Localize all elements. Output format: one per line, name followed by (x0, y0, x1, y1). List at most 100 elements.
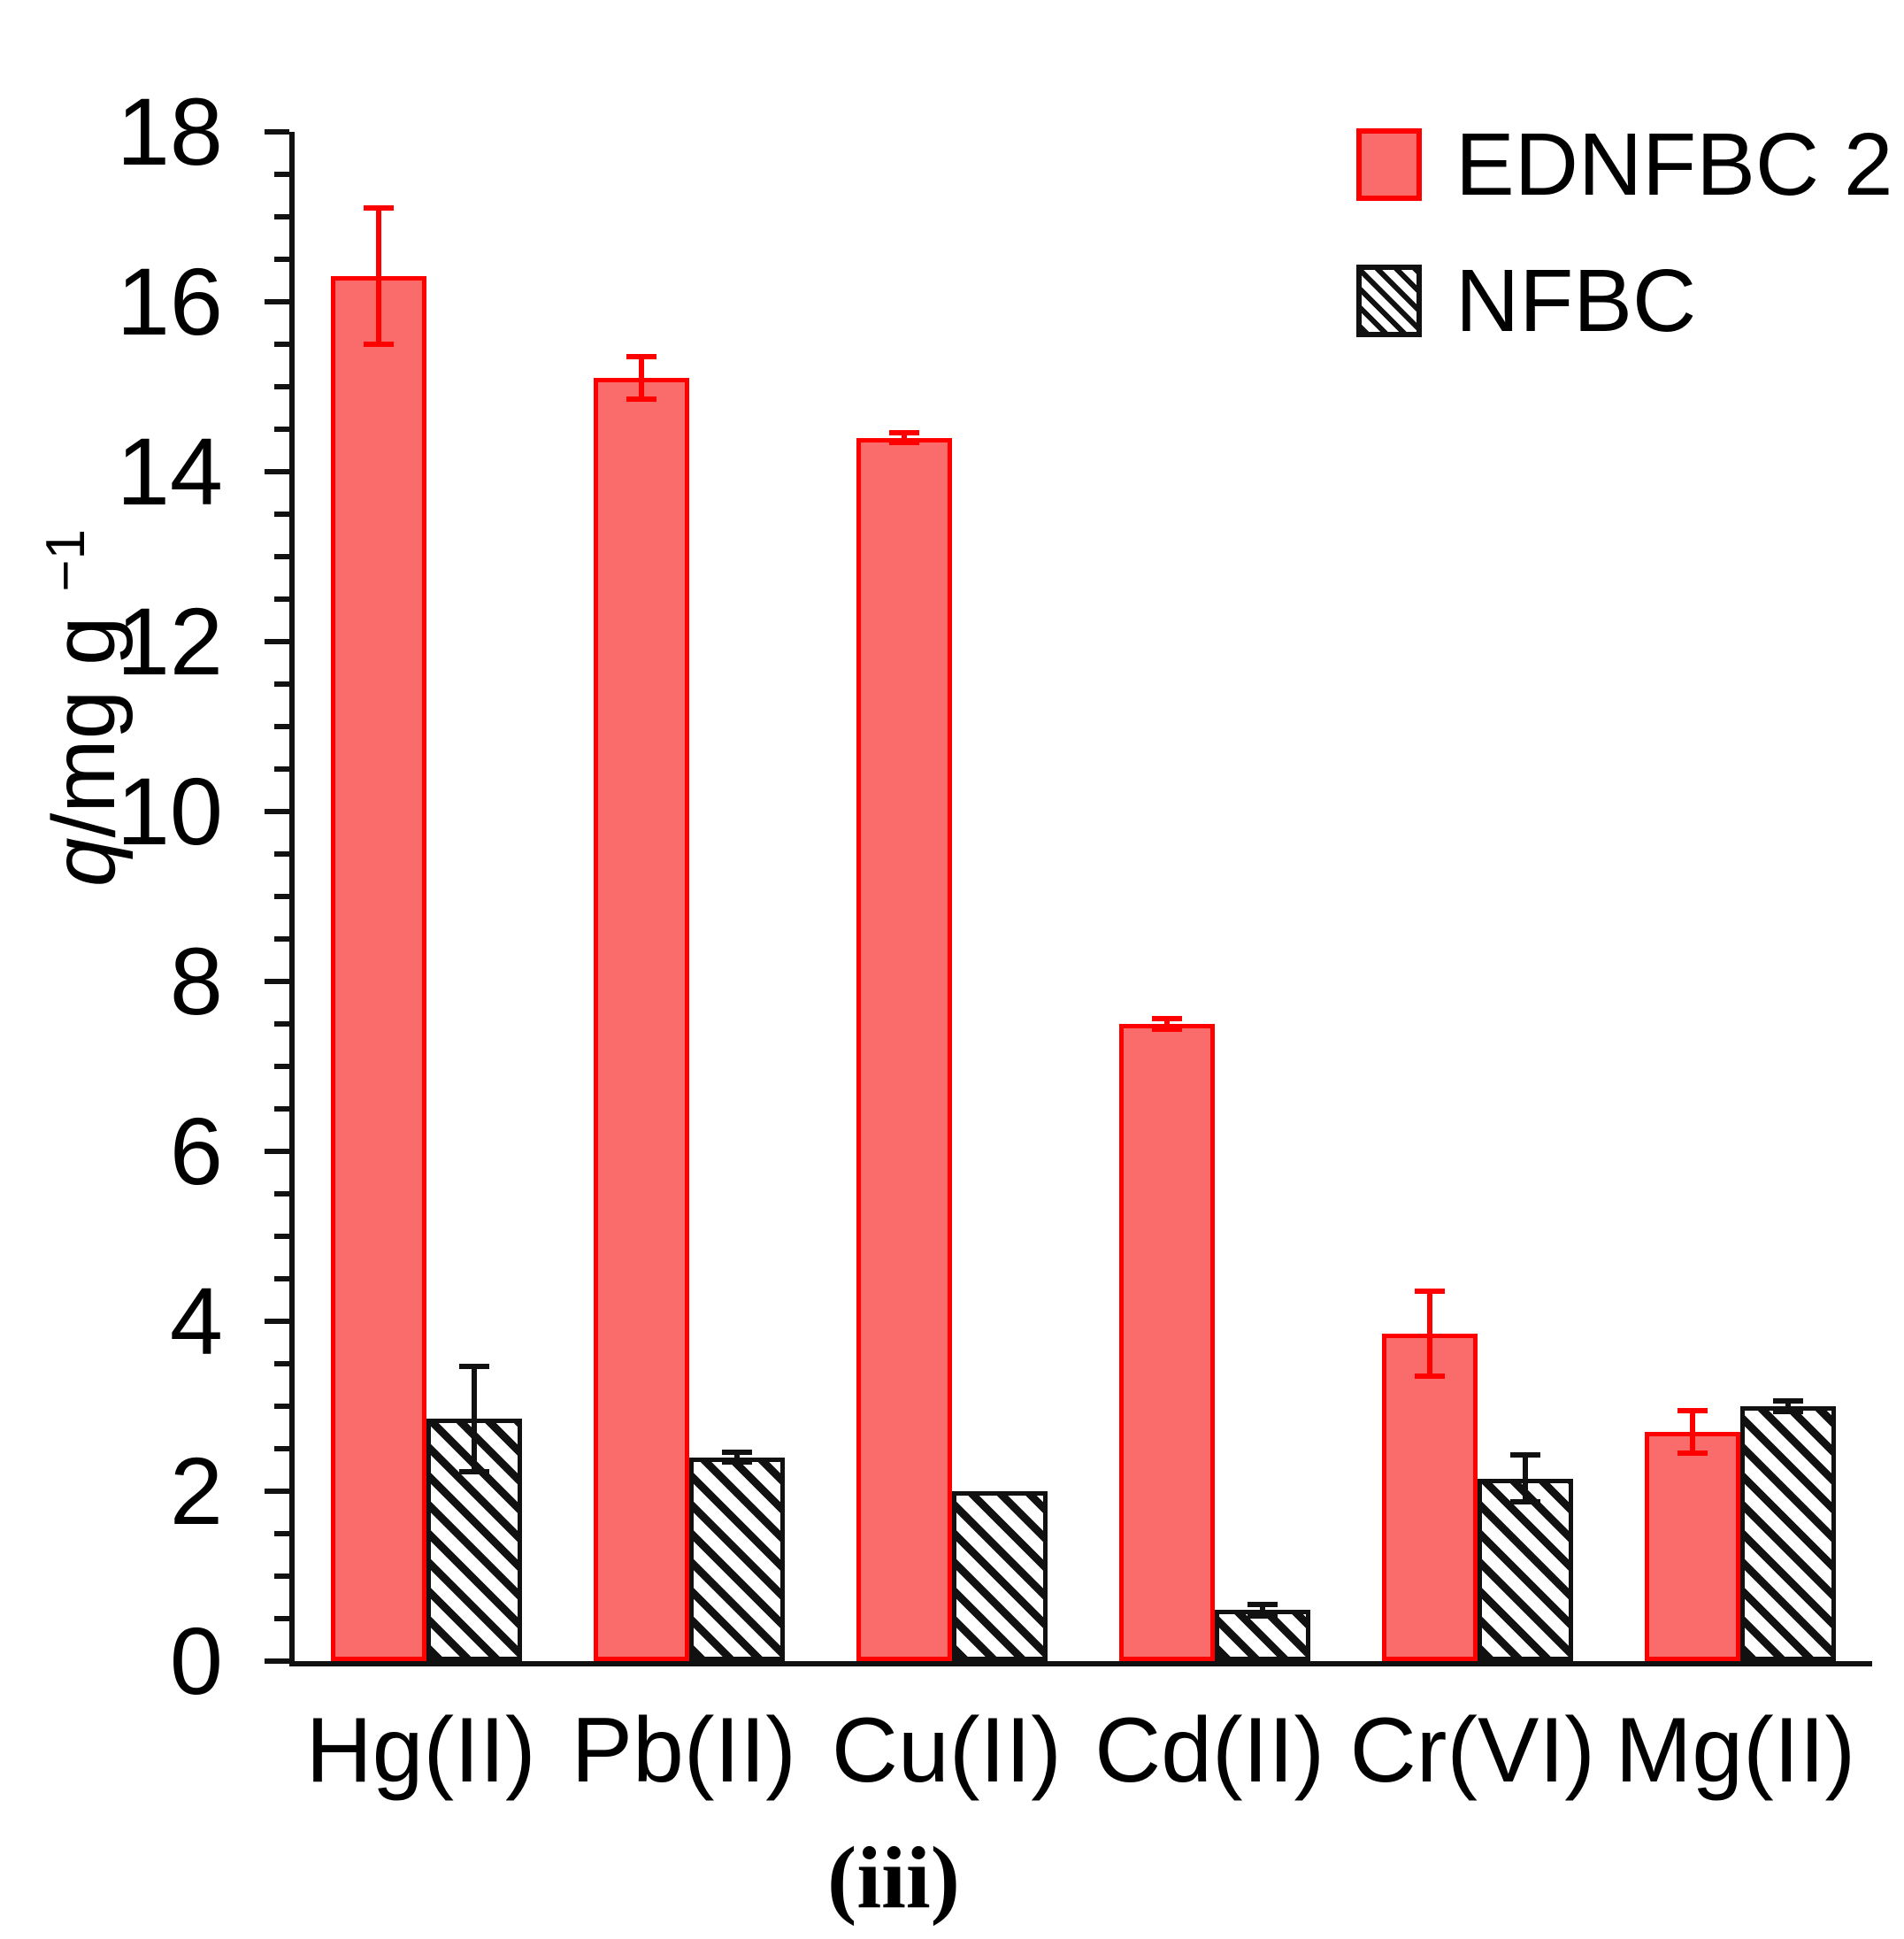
y-axis-major-tick (265, 1149, 289, 1154)
y-axis-major-tick (265, 129, 289, 135)
error-bar (721, 1449, 752, 1466)
error-bar (1678, 1407, 1708, 1456)
error-bar-line (1164, 1016, 1171, 1032)
error-bar-cap (1678, 1450, 1708, 1456)
y-axis-minor-tick (274, 596, 289, 602)
error-bar-line (1427, 1289, 1433, 1380)
error-bar-cap (363, 205, 394, 212)
y-axis-title-exponent: −1 (35, 528, 96, 592)
y-axis-minor-tick (274, 1574, 289, 1579)
y-axis-major-tick (265, 1319, 289, 1324)
y-axis-minor-tick (274, 1191, 289, 1196)
error-bar-line (733, 1449, 740, 1466)
y-axis-minor-tick (274, 172, 289, 177)
error-bar-cap (1678, 1407, 1708, 1413)
bar-nfbc-cuii (951, 1491, 1048, 1661)
error-bar-line (901, 429, 907, 446)
bar-ednfbc2-mgii (1645, 1431, 1741, 1661)
y-axis-minor-tick (274, 1276, 289, 1281)
y-axis-minor-tick (274, 894, 289, 899)
error-bar-cap (888, 440, 919, 446)
x-category-label: Pb(II) (571, 1699, 796, 1802)
bar-nfbc-mgii (1740, 1406, 1837, 1661)
y-axis-minor-tick (274, 681, 289, 687)
y-axis-major-tick (265, 299, 289, 304)
y-axis-major-tick (265, 809, 289, 814)
x-category-label: Hg(II) (305, 1699, 536, 1802)
y-axis-minor-tick (274, 1404, 289, 1409)
y-tick-label: 18 (116, 78, 223, 185)
y-tick-label: 2 (169, 1437, 223, 1544)
y-axis-minor-tick (274, 1361, 289, 1366)
error-bar-cap (1248, 1601, 1278, 1607)
y-axis-minor-tick (274, 512, 289, 517)
figure-caption: (iii) (827, 1828, 960, 1927)
error-bar (1415, 1289, 1446, 1380)
y-axis-minor-tick (274, 724, 289, 729)
y-axis-minor-tick (274, 1064, 289, 1069)
error-bar-cap (1415, 1289, 1446, 1295)
y-axis-major-tick (265, 979, 289, 984)
bar-nfbc-pbii (688, 1457, 785, 1661)
error-bar (1510, 1451, 1541, 1505)
error-bar-cap (1773, 1398, 1804, 1404)
y-tick-label: 10 (116, 758, 223, 865)
legend: EDNFBC 2 NFBC (1356, 120, 1893, 345)
error-bar-cap (1415, 1373, 1446, 1380)
bar-ednfbc2-hgii (330, 276, 426, 1661)
y-axis-minor-tick (274, 214, 289, 219)
legend-item-nfbc: NFBC (1356, 257, 1893, 345)
bar-ednfbc2-cdii (1119, 1024, 1216, 1661)
x-category-label: Cu(II) (831, 1699, 1062, 1802)
error-bar-line (1260, 1601, 1266, 1620)
error-bar (363, 205, 394, 347)
y-axis-minor-tick (274, 1021, 289, 1027)
y-tick-label: 8 (169, 927, 223, 1035)
error-bar-line (1785, 1398, 1792, 1414)
y-axis-major-tick (265, 639, 289, 644)
y-tick-label: 6 (169, 1097, 223, 1204)
y-axis-minor-tick (274, 427, 289, 432)
y-axis-minor-tick (274, 766, 289, 772)
y-tick-label: 14 (116, 418, 223, 525)
error-bar-cap (1510, 1451, 1541, 1458)
y-axis-minor-tick (274, 851, 289, 857)
error-bar-line (471, 1363, 477, 1474)
error-bar (1152, 1016, 1183, 1032)
y-axis-major-tick (265, 469, 289, 474)
bar-ednfbc2-cuii (856, 437, 952, 1661)
y-tick-label: 0 (169, 1607, 223, 1714)
legend-label-nfbc: NFBC (1455, 251, 1697, 350)
legend-label-ednfbc2: EDNFBC 2 (1455, 115, 1893, 214)
legend-swatch-solid-red (1356, 128, 1422, 201)
error-bar (458, 1363, 489, 1474)
error-bar (888, 429, 919, 446)
error-bar-line (375, 205, 381, 347)
x-category-label: Cr(VI) (1349, 1699, 1595, 1802)
error-bar-cap (1152, 1016, 1183, 1022)
error-bar-line (1690, 1407, 1696, 1456)
error-bar-cap (721, 1449, 752, 1455)
error-bar-cap (721, 1459, 752, 1466)
error-bar-cap (1510, 1499, 1541, 1505)
y-axis-minor-tick (274, 1106, 289, 1112)
y-tick-label: 16 (116, 248, 223, 355)
bar-ednfbc2-pbii (593, 378, 689, 1661)
y-axis-minor-tick (274, 554, 289, 559)
x-category-label: Cd(II) (1094, 1699, 1325, 1802)
error-bar-cap (1248, 1613, 1278, 1620)
y-axis-major-tick (265, 1489, 289, 1494)
error-bar-cap (363, 342, 394, 347)
y-axis-major-tick (265, 1658, 289, 1664)
plot-area (289, 132, 1872, 1666)
error-bar-cap (888, 429, 919, 435)
bar-nfbc-crvi (1478, 1478, 1574, 1661)
error-bar-cap (626, 396, 656, 403)
y-axis-minor-tick (274, 1446, 289, 1451)
legend-item-ednfbc2: EDNFBC 2 (1356, 120, 1893, 209)
y-tick-label: 4 (169, 1267, 223, 1374)
error-bar (1773, 1398, 1804, 1414)
bar-ednfbc2-crvi (1382, 1334, 1478, 1661)
error-bar (1248, 1601, 1278, 1620)
